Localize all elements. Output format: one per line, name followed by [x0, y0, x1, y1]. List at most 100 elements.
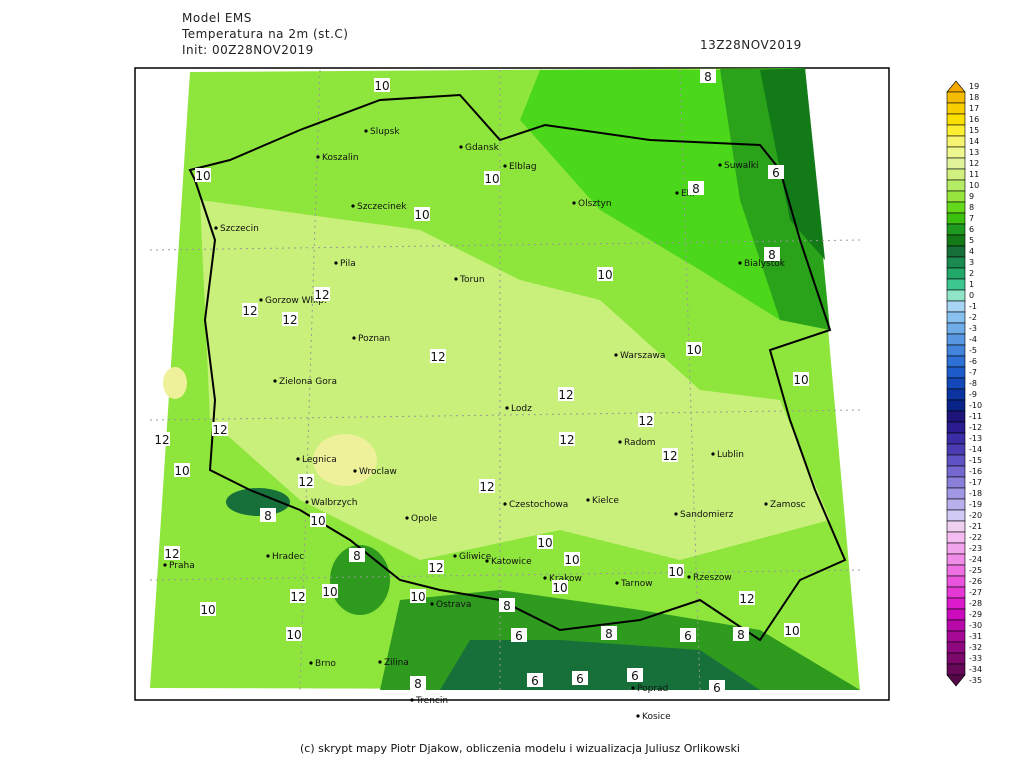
city-dot	[214, 226, 218, 230]
city-label: Slupsk	[370, 127, 400, 137]
country-border	[188, 93, 847, 642]
contour-label-bg	[414, 207, 430, 221]
colorbar-label: -8	[969, 379, 977, 388]
colorbar-label: -17	[969, 478, 982, 487]
colorbar-label: -18	[969, 489, 982, 498]
colorbar-swatch	[946, 366, 966, 379]
contour-label: 10	[564, 553, 579, 567]
contour-label: 10	[668, 565, 683, 579]
city-dot	[614, 353, 618, 357]
colorbar-label: 12	[969, 159, 979, 168]
contour-label-bg	[428, 560, 444, 574]
contour-label: 8	[503, 599, 511, 613]
colorbar-label: 2	[969, 269, 974, 278]
colorbar-label: 6	[969, 225, 974, 234]
colorbar-label: 8	[969, 203, 974, 212]
colorbar-label: 3	[969, 258, 974, 267]
colorbar-swatch	[946, 256, 966, 269]
city-dot	[309, 661, 313, 665]
colorbar-label: -16	[969, 467, 982, 476]
colorbar-swatch	[946, 531, 966, 544]
city-dot	[454, 277, 458, 281]
colorbar-label: -15	[969, 456, 982, 465]
colorbar-swatch	[946, 135, 966, 148]
contour-label-bg	[484, 171, 500, 185]
colorbar-label: -24	[969, 555, 982, 564]
colorbar-swatch	[946, 223, 966, 236]
init-time: Init: 00Z28NOV2019	[182, 43, 314, 57]
colorbar-swatch	[946, 663, 966, 676]
contour-label-bg	[768, 165, 784, 179]
colorbar-label: -22	[969, 533, 982, 542]
colorbar-label: -12	[969, 423, 982, 432]
colorbar-label: -27	[969, 588, 982, 597]
city-dot	[711, 452, 715, 456]
city-dot	[305, 500, 309, 504]
contour-label: 12	[212, 423, 227, 437]
city-dot	[586, 498, 590, 502]
city-label: Kielce	[592, 496, 619, 506]
colorbar-label: -9	[969, 390, 977, 399]
colorbar-swatch	[946, 289, 966, 302]
colorbar-swatch	[946, 564, 966, 577]
colorbar-swatch	[946, 465, 966, 478]
colorbar-swatch	[946, 432, 966, 445]
city-label: Sandomierz	[680, 510, 734, 520]
contour-label-bg	[164, 546, 180, 560]
colorbar-label: -5	[969, 346, 977, 355]
city-dot	[453, 554, 457, 558]
colorbar-label: 11	[969, 170, 979, 179]
city-dot	[352, 336, 356, 340]
variable-name: Temperatura na 2m (st.C)	[181, 27, 349, 41]
graticule-lines	[149, 69, 861, 691]
colorbar-swatch	[946, 267, 966, 280]
contour-label-bg	[174, 463, 190, 477]
city-dot	[316, 155, 320, 159]
contour-label-bg	[212, 422, 228, 436]
city-dot	[410, 698, 414, 702]
contour-label: 10	[793, 373, 808, 387]
city-label: Trencin	[415, 696, 448, 706]
colorbar-swatch	[946, 300, 966, 313]
city-dot	[687, 575, 691, 579]
contour-label: 12	[430, 350, 445, 364]
contour-label: 10	[784, 624, 799, 638]
city-dot	[273, 379, 277, 383]
colorbar-label: -3	[969, 324, 977, 333]
contour-label: 10	[410, 590, 425, 604]
colorbar-swatch	[946, 476, 966, 489]
colorbar-swatch	[946, 355, 966, 368]
contour-label: 10	[200, 603, 215, 617]
colorbar-swatch	[946, 179, 966, 192]
contour-label: 6	[631, 669, 639, 683]
contour-label: 8	[737, 628, 745, 642]
temperature-field	[150, 68, 860, 690]
contour-label-bg	[479, 479, 495, 493]
colorbar-label: -35	[969, 676, 982, 685]
colorbar-swatch	[946, 157, 966, 170]
contour-label: 8	[605, 627, 613, 641]
city-dot	[764, 502, 768, 506]
contour-label: 8	[768, 248, 776, 262]
city-label: Poprad	[637, 684, 668, 694]
colorbar-label: 4	[969, 247, 974, 256]
city-label: Szczecin	[220, 224, 259, 234]
contour-label: 12	[558, 388, 573, 402]
colorbar-swatch	[946, 234, 966, 247]
contour-label: 12	[282, 313, 297, 327]
city-label: Lodz	[511, 404, 532, 414]
colorbar-swatch	[946, 443, 966, 456]
city-dot	[618, 440, 622, 444]
colorbar-swatch	[946, 168, 966, 181]
colorbar-swatch	[946, 190, 966, 203]
colorbar-label: -4	[969, 335, 977, 344]
city-dot	[503, 164, 507, 168]
contour-label-bg	[709, 680, 725, 694]
contour-label: 8	[704, 70, 712, 84]
city-dot	[405, 516, 409, 520]
colorbar-label: 14	[969, 137, 979, 146]
contour-label-bg	[572, 671, 588, 685]
city-dot	[636, 714, 640, 718]
